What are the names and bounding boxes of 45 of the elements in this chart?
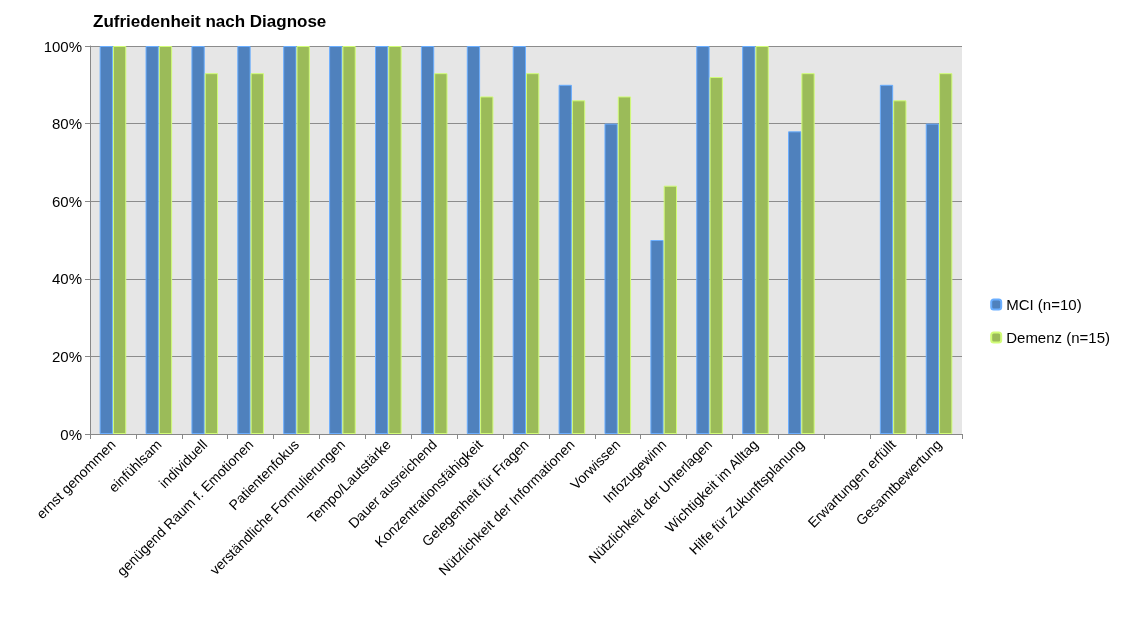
bar	[191, 46, 205, 434]
bar	[512, 46, 526, 434]
bar	[558, 84, 572, 434]
bar	[99, 46, 113, 434]
bar	[158, 46, 173, 434]
bar	[388, 46, 402, 434]
y-tick-label: 40%	[51, 270, 82, 288]
y-tick-label: 100%	[43, 37, 82, 55]
bar	[283, 46, 297, 434]
bar	[526, 73, 540, 434]
bar	[296, 46, 310, 434]
y-tick-label: 80%	[51, 115, 82, 133]
bar	[709, 77, 723, 434]
bar	[801, 73, 815, 434]
y-tick-label: 0%	[60, 425, 82, 443]
legend-label: Demenz (n=15)	[1006, 329, 1111, 346]
bar	[466, 46, 481, 434]
bar	[893, 100, 907, 434]
bar	[375, 46, 389, 434]
bar	[939, 73, 953, 434]
bar	[663, 185, 677, 434]
bar	[696, 46, 710, 434]
bar	[480, 96, 494, 434]
bar	[204, 73, 219, 434]
bar	[342, 46, 356, 434]
bar	[755, 46, 769, 434]
bar	[250, 73, 264, 434]
legend-label: MCI (n=10)	[1006, 296, 1082, 313]
bar	[112, 46, 127, 434]
bar	[925, 123, 940, 434]
bar	[604, 123, 618, 434]
bar	[571, 100, 586, 434]
bar	[237, 46, 251, 434]
y-tick-label: 60%	[51, 192, 82, 210]
chart-title: Zufriedenheit nach Diagnose	[93, 12, 327, 31]
bar	[650, 240, 664, 434]
y-tick-label: 20%	[51, 347, 82, 365]
bar	[742, 46, 756, 434]
bar	[617, 96, 632, 434]
bar	[329, 46, 343, 434]
bar	[145, 46, 159, 434]
bar	[434, 73, 448, 434]
bar	[788, 131, 802, 434]
bar	[420, 46, 435, 434]
bar	[879, 84, 894, 434]
